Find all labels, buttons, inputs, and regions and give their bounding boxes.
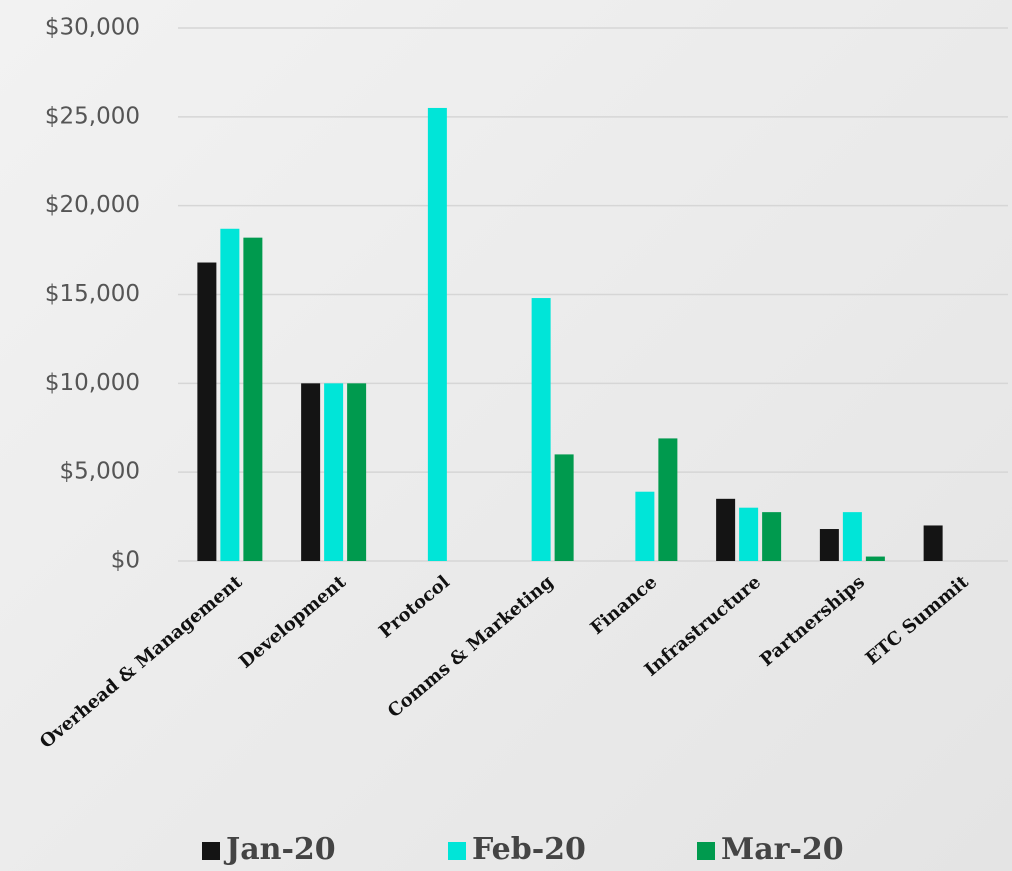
bar	[554, 454, 574, 561]
x-tick-label: Comms & Marketing	[384, 571, 558, 722]
bar	[865, 556, 885, 561]
x-tick-label: ETC Summit	[862, 571, 973, 669]
bar	[427, 107, 447, 561]
bar	[347, 383, 367, 561]
x-tick-label: Finance	[587, 572, 662, 639]
bar	[635, 491, 655, 561]
legend-label: Mar-20	[721, 832, 844, 867]
bar	[739, 507, 759, 561]
x-tick-label: Overhead & Management	[36, 571, 247, 753]
bar	[531, 298, 551, 561]
bar	[716, 498, 736, 561]
bar	[324, 383, 344, 561]
bar	[243, 237, 263, 561]
y-tick-label: $10,000	[45, 370, 140, 396]
bar	[220, 228, 240, 561]
legend-label: Feb-20	[472, 832, 586, 867]
bar	[301, 383, 321, 561]
y-tick-label: $5,000	[60, 459, 140, 485]
bar	[923, 525, 943, 561]
bar	[819, 529, 839, 561]
legend-swatch	[697, 842, 715, 860]
bar	[762, 512, 782, 561]
x-tick-label: Protocol	[375, 571, 454, 642]
bar	[842, 512, 862, 561]
y-tick-label: $0	[111, 548, 140, 574]
y-tick-label: $25,000	[45, 103, 140, 129]
x-tick-label: Development	[235, 571, 350, 673]
legend-swatch	[448, 842, 466, 860]
bar	[197, 262, 217, 561]
y-tick-label: $20,000	[45, 192, 140, 218]
legend-swatch	[202, 842, 220, 860]
bar	[658, 438, 678, 561]
y-tick-label: $30,000	[45, 15, 140, 41]
x-tick-label: Partnerships	[756, 572, 869, 671]
y-tick-label: $15,000	[45, 281, 140, 307]
legend-label: Jan-20	[223, 832, 336, 867]
